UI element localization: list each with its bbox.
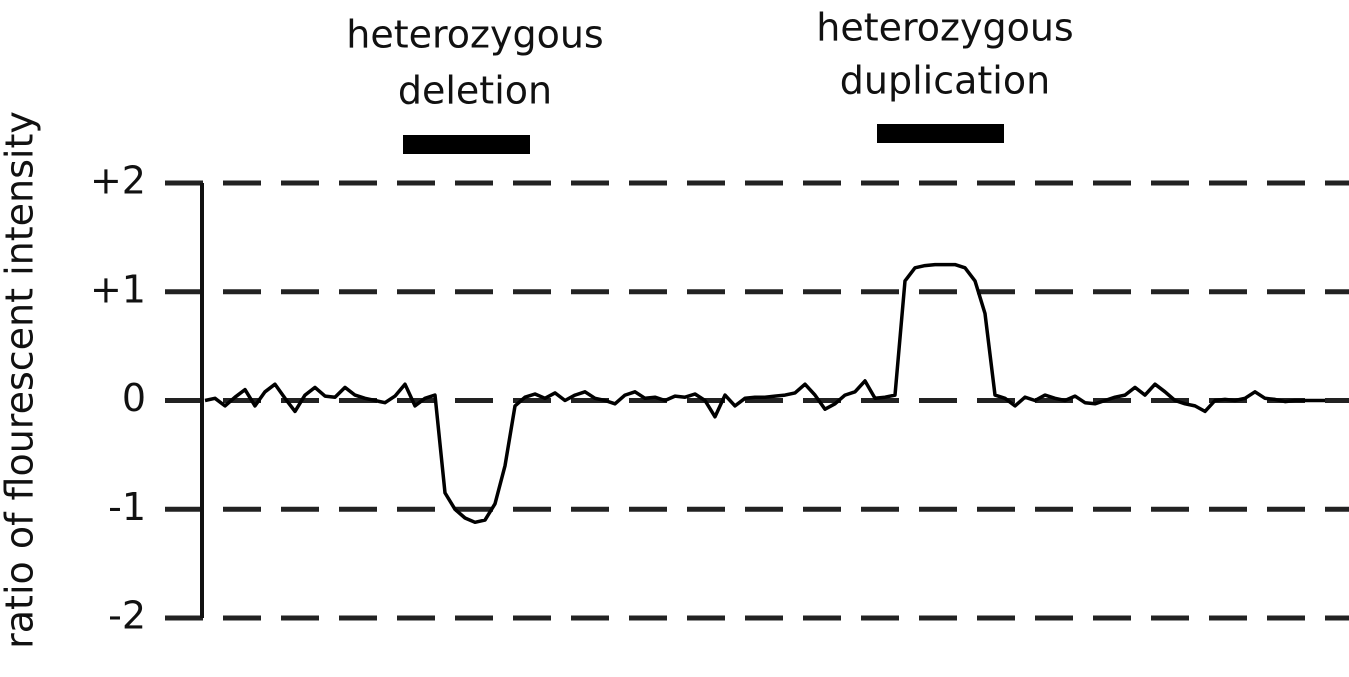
y-tick-label: -2	[108, 594, 146, 638]
annotation: deletion	[398, 69, 552, 113]
y-tick-label: +2	[90, 159, 146, 203]
annotation: heterozygous	[346, 13, 603, 57]
annotation: duplication	[840, 59, 1050, 103]
annotation: heterozygous	[816, 6, 1073, 50]
y-tick-label: 0	[122, 376, 146, 420]
y-axis-label: ratio of flourescent intensity	[0, 111, 42, 649]
annotation-bar	[877, 124, 1004, 143]
data-line	[204, 262, 1325, 525]
y-tick-label: +1	[90, 267, 146, 311]
y-tick-label: -1	[108, 485, 146, 529]
annotation-bar	[403, 135, 530, 154]
